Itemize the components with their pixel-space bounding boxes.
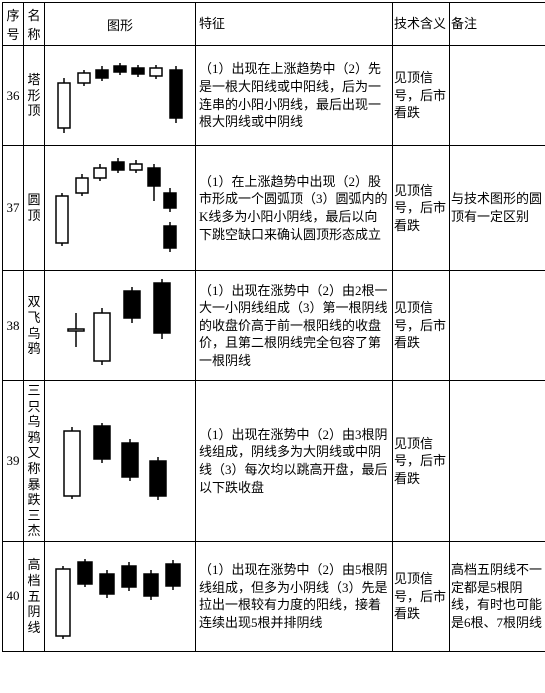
- header-row: 序号 名称 图形 特征 技术含义 备注: [3, 3, 545, 46]
- header-figure: 图形: [45, 3, 196, 46]
- cell-seq: 39: [3, 381, 24, 542]
- table-row: 36塔形顶 （1）出现在上涨趋势中（2）先是一根大阳线或中阳线，后为一连串的小阳小…: [3, 46, 545, 146]
- cell-feature: （1）出现在涨势中（2）由2根一大一小阴线组成（3）第一根阴线的收盘价高于前一根…: [196, 271, 393, 381]
- cell-seq: 37: [3, 146, 24, 271]
- cell-name: 三只乌鸦又称暴跌三杰: [24, 381, 45, 542]
- candlestick-pattern-table: 序号 名称 图形 特征 技术含义 备注 36塔形顶 （1）出现在上涨趋势中（2）先…: [2, 2, 545, 652]
- cell-figure: [45, 271, 196, 381]
- table-row: 40高档五阴线 （1）出现在涨势中（2）由5根阴线组成，但多为小阴线（3）先是拉出…: [3, 541, 545, 651]
- cell-tech: 见顶信号，后市看跌: [393, 541, 450, 651]
- cell-seq: 36: [3, 46, 24, 146]
- cell-note: [450, 46, 545, 146]
- cell-feature: （1）在上涨趋势中出现（2）股市形成一个圆弧顶（3）圆弧内的K线多为小阳小阴线，…: [196, 146, 393, 271]
- header-tech: 技术含义: [393, 3, 450, 46]
- cell-seq: 38: [3, 271, 24, 381]
- cell-name: 双飞乌鸦: [24, 271, 45, 381]
- header-seq: 序号: [3, 3, 24, 46]
- cell-feature: （1）出现在上涨趋势中（2）先是一根大阳线或中阳线，后为一连串的小阳小阴线，最后…: [196, 46, 393, 146]
- cell-note: [450, 271, 545, 381]
- cell-tech: 见顶信号，后市看跌: [393, 146, 450, 271]
- cell-figure: [45, 46, 196, 146]
- cell-name: 圆顶: [24, 146, 45, 271]
- header-name: 名称: [24, 3, 45, 46]
- cell-feature: （1）出现在涨势中（2）由5根阴线组成，但多为小阴线（3）先是拉出一根较有力度的…: [196, 541, 393, 651]
- cell-figure: [45, 381, 196, 542]
- cell-note: 高档五阴线不一定都是5根阴线，有时也可能是6根、7根阴线: [450, 541, 545, 651]
- cell-feature: （1）出现在涨势中（2）由3根阴线组成，阴线多为大阴线或中阴线（3）每次均以跳高…: [196, 381, 393, 542]
- cell-tech: 见顶信号，后市看跌: [393, 381, 450, 542]
- table-row: 39三只乌鸦又称暴跌三杰 （1）出现在涨势中（2）由3根阴线组成，阴线多为大阴线或…: [3, 381, 545, 542]
- cell-tech: 见顶信号，后市看跌: [393, 46, 450, 146]
- cell-tech: 见顶信号，后市看跌: [393, 271, 450, 381]
- header-note: 备注: [450, 3, 545, 46]
- cell-figure: [45, 146, 196, 271]
- cell-seq: 40: [3, 541, 24, 651]
- cell-figure: [45, 541, 196, 651]
- cell-note: 与技术图形的圆顶有一定区别: [450, 146, 545, 271]
- header-feature: 特征: [196, 3, 393, 46]
- cell-name: 高档五阴线: [24, 541, 45, 651]
- table-row: 37圆顶 （1）在上涨趋势中出现（2）股市形成一个圆弧顶（3）圆弧内的K线多为小阳…: [3, 146, 545, 271]
- table-row: 38双飞乌鸦 （1）出现在涨势中（2）由2根一大一小阴线组成（3）第一根阴线的收盘…: [3, 271, 545, 381]
- cell-note: [450, 381, 545, 542]
- cell-name: 塔形顶: [24, 46, 45, 146]
